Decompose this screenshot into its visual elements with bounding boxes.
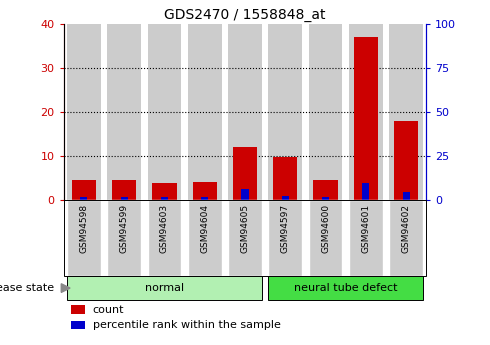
Bar [269, 24, 302, 200]
Bar [147, 200, 181, 276]
Bar [273, 157, 297, 200]
Bar [161, 197, 168, 200]
Bar [188, 24, 221, 200]
Bar [72, 180, 96, 200]
Text: GSM94599: GSM94599 [120, 204, 129, 253]
Bar [354, 37, 378, 200]
Bar [349, 200, 383, 276]
Bar [152, 184, 176, 200]
Bar [269, 200, 302, 276]
Text: neural tube defect: neural tube defect [294, 283, 397, 293]
Bar [71, 305, 85, 314]
Bar [107, 24, 141, 200]
Bar [67, 200, 101, 276]
Bar [201, 197, 208, 200]
Text: GSM94602: GSM94602 [402, 204, 411, 253]
Bar [67, 24, 101, 200]
Bar [322, 197, 329, 200]
Bar [362, 183, 369, 200]
Text: GSM94598: GSM94598 [79, 204, 88, 253]
Bar [389, 24, 423, 200]
Text: count: count [93, 305, 124, 315]
Text: GSM94603: GSM94603 [160, 204, 169, 253]
Bar [402, 192, 410, 200]
Text: GSM94604: GSM94604 [200, 204, 209, 253]
Bar [188, 200, 221, 276]
Bar [394, 121, 418, 200]
Bar [121, 197, 128, 200]
Bar [228, 24, 262, 200]
Bar [233, 147, 257, 200]
Bar [269, 276, 423, 300]
Bar [309, 24, 343, 200]
Bar [112, 180, 136, 200]
Bar [349, 24, 383, 200]
Text: normal: normal [145, 283, 184, 293]
Bar [242, 189, 248, 200]
Text: disease state: disease state [0, 283, 54, 293]
Text: GSM94605: GSM94605 [241, 204, 249, 253]
Text: GSM94601: GSM94601 [361, 204, 370, 253]
Bar [228, 200, 262, 276]
Bar [282, 196, 289, 200]
Bar [71, 321, 85, 329]
Text: GSM94597: GSM94597 [281, 204, 290, 253]
Title: GDS2470 / 1558848_at: GDS2470 / 1558848_at [164, 8, 326, 22]
Text: GSM94600: GSM94600 [321, 204, 330, 253]
Bar [80, 197, 88, 200]
Bar [67, 276, 262, 300]
Bar [314, 180, 338, 200]
Bar [193, 181, 217, 200]
Text: percentile rank within the sample: percentile rank within the sample [93, 321, 281, 330]
Bar [389, 200, 423, 276]
Bar [309, 200, 343, 276]
Bar [147, 24, 181, 200]
Bar [107, 200, 141, 276]
